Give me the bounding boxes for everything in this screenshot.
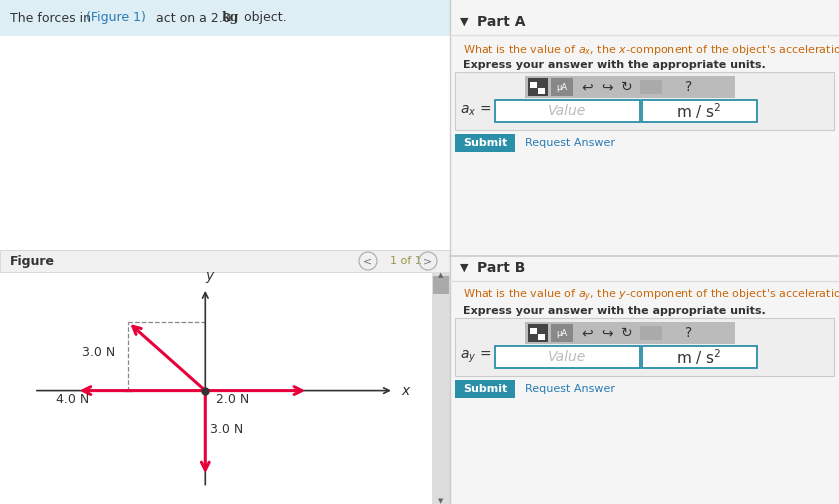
Text: kg: kg <box>222 12 239 25</box>
Text: μA: μA <box>556 329 567 338</box>
Text: ▼: ▼ <box>438 498 444 504</box>
Bar <box>495 346 640 368</box>
Bar <box>530 82 537 88</box>
Text: (Figure 1): (Figure 1) <box>86 12 146 25</box>
Text: ↪: ↪ <box>601 80 612 94</box>
Bar <box>538 334 545 340</box>
Text: ↪: ↪ <box>601 326 612 340</box>
Text: Submit: Submit <box>463 384 507 394</box>
Text: μA: μA <box>556 83 567 92</box>
Bar <box>525 76 735 98</box>
Bar <box>528 324 548 342</box>
Text: ▼: ▼ <box>460 17 468 27</box>
Text: m / s$^2$: m / s$^2$ <box>676 101 722 121</box>
Bar <box>455 72 834 130</box>
Bar <box>0 0 450 36</box>
Bar <box>528 78 548 96</box>
Bar <box>0 36 450 272</box>
Text: object.: object. <box>240 12 287 25</box>
Text: Figure: Figure <box>10 255 55 268</box>
Bar <box>551 324 573 342</box>
Text: 1 of 1: 1 of 1 <box>390 256 422 266</box>
Text: ?: ? <box>685 326 692 340</box>
Text: Part A: Part A <box>477 15 525 29</box>
Bar <box>450 0 839 504</box>
Text: $a_y$ =: $a_y$ = <box>460 349 491 365</box>
Text: The forces in: The forces in <box>10 12 95 25</box>
Bar <box>642 100 757 122</box>
Bar <box>525 322 735 344</box>
Text: 3.0 N: 3.0 N <box>211 423 243 436</box>
Text: ↻: ↻ <box>621 326 633 340</box>
Text: ↩: ↩ <box>581 80 592 94</box>
Bar <box>640 80 662 94</box>
Text: >: > <box>424 256 433 266</box>
Text: ↩: ↩ <box>581 326 592 340</box>
Text: act on a 2.0: act on a 2.0 <box>152 12 235 25</box>
Text: <: < <box>363 256 373 266</box>
Bar <box>538 88 545 94</box>
Text: Express your answer with the appropriate units.: Express your answer with the appropriate… <box>463 306 766 316</box>
Bar <box>530 328 537 334</box>
Text: Value: Value <box>548 350 586 364</box>
Text: Part B: Part B <box>477 261 525 275</box>
Text: ↻: ↻ <box>621 80 633 94</box>
Text: Request Answer: Request Answer <box>525 384 615 394</box>
Text: Express your answer with the appropriate units.: Express your answer with the appropriate… <box>463 60 766 70</box>
Bar <box>551 78 573 96</box>
Text: What is the value of $a_x$, the $x$-component of the object's acceleration?: What is the value of $a_x$, the $x$-comp… <box>463 43 839 57</box>
Text: m / s$^2$: m / s$^2$ <box>676 347 722 367</box>
Text: Value: Value <box>548 104 586 118</box>
Text: ?: ? <box>685 80 692 94</box>
Bar <box>455 134 515 152</box>
Text: 4.0 N: 4.0 N <box>56 393 89 406</box>
Text: 2.0 N: 2.0 N <box>216 393 249 406</box>
Text: $x$: $x$ <box>401 384 411 398</box>
Bar <box>495 100 640 122</box>
Text: Request Answer: Request Answer <box>525 138 615 148</box>
Text: Submit: Submit <box>463 138 507 148</box>
Text: What is the value of $a_y$, the $y$-component of the object's acceleration?: What is the value of $a_y$, the $y$-comp… <box>463 288 839 304</box>
Bar <box>642 346 757 368</box>
Bar <box>640 326 662 340</box>
Text: $a_x$ =: $a_x$ = <box>460 104 491 118</box>
Text: ▼: ▼ <box>460 263 468 273</box>
Text: $y$: $y$ <box>205 270 216 285</box>
Bar <box>433 276 449 294</box>
Bar <box>432 272 450 504</box>
Bar <box>0 272 450 504</box>
Bar <box>0 250 450 272</box>
Text: ▲: ▲ <box>438 272 444 278</box>
Bar <box>455 380 515 398</box>
Bar <box>455 318 834 376</box>
Text: 3.0 N: 3.0 N <box>81 346 115 359</box>
